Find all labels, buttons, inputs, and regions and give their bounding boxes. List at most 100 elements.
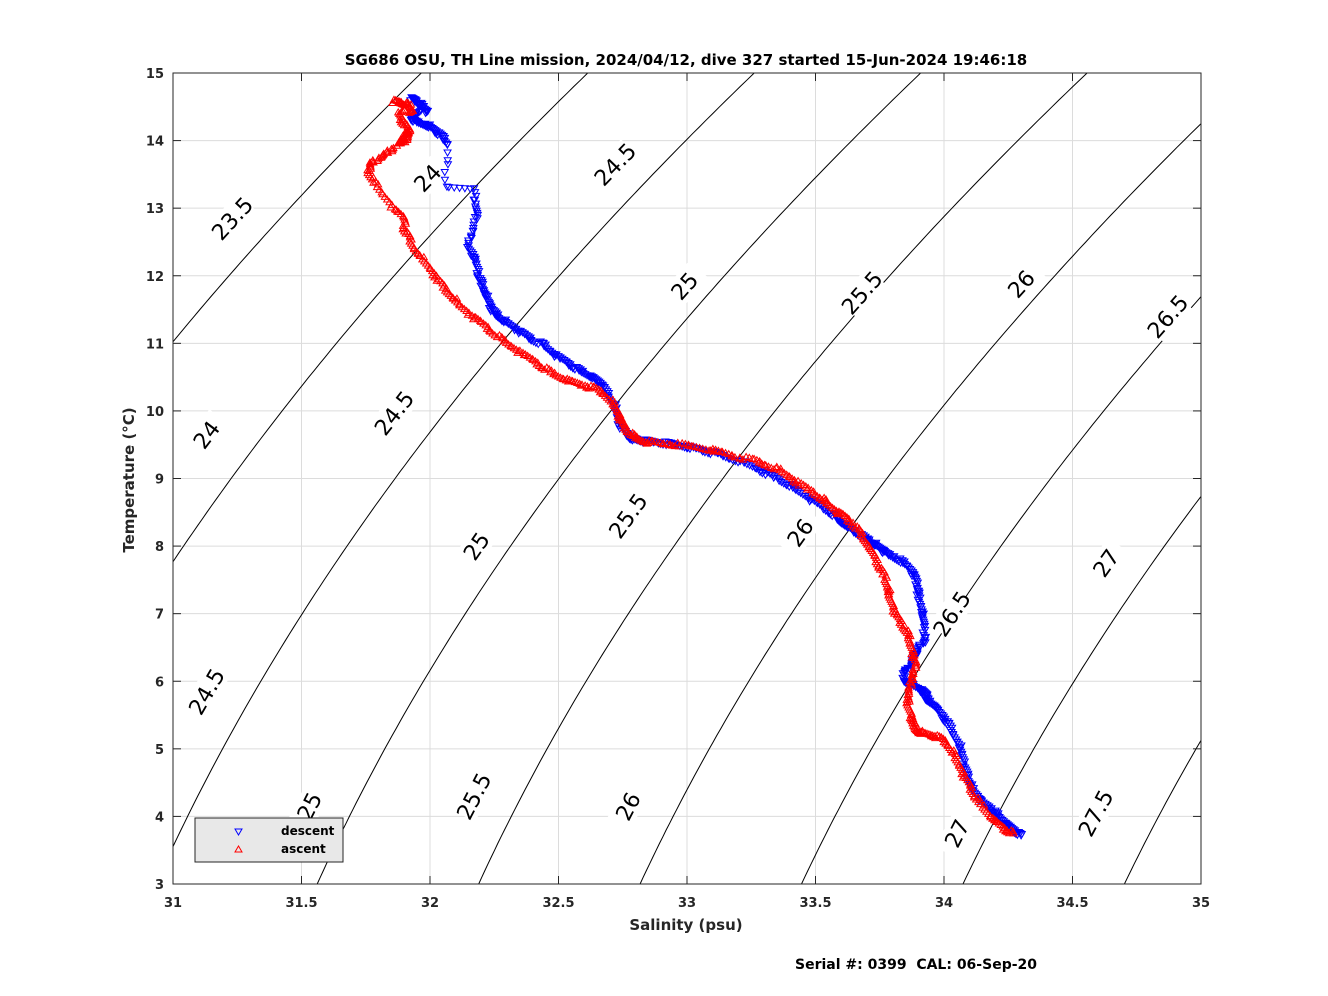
descent-marker	[917, 612, 927, 620]
descent-marker	[469, 185, 479, 193]
ascent-marker	[904, 683, 913, 691]
ascent-marker	[922, 729, 932, 737]
descent-marker	[604, 389, 614, 398]
contour-label-background	[996, 258, 1046, 309]
ascent-marker	[415, 251, 425, 259]
x-tick-label: 32	[421, 896, 439, 911]
descent-marker	[470, 196, 480, 205]
descent-marker	[992, 809, 1002, 817]
y-tick-label: 15	[146, 67, 164, 82]
descent-marker	[1001, 820, 1011, 828]
y-tick-label: 12	[146, 270, 164, 285]
ascent-marker	[632, 434, 642, 442]
ascent-marker	[373, 156, 382, 164]
density-contour	[173, 73, 755, 848]
descent-marker	[474, 268, 484, 276]
descent-marker	[455, 184, 464, 193]
contour-label-background	[1073, 787, 1118, 839]
ascent-marker	[986, 812, 995, 821]
ascent-marker	[911, 659, 921, 667]
ascent-marker	[975, 799, 985, 808]
ascent-marker	[842, 513, 852, 521]
legend-ascent-marker	[234, 845, 243, 853]
x-axis-label: Salinity (psu)	[629, 916, 742, 934]
descent-marker	[440, 169, 450, 177]
descent-marker	[890, 555, 899, 564]
contour-label-background	[1082, 537, 1130, 589]
legend-descent-marker	[234, 828, 243, 836]
y-tick-label: 13	[146, 202, 164, 217]
y-tick-label: 4	[155, 810, 164, 825]
contour-label-background	[1143, 291, 1192, 342]
axis-ticks	[172, 72, 1202, 885]
ascent-marker	[400, 217, 410, 225]
descent-marker	[463, 237, 473, 245]
contour-label-background	[452, 770, 496, 822]
ascent-marker	[904, 626, 913, 634]
ascent-marker	[387, 144, 396, 153]
descent-marker	[432, 128, 442, 136]
descent-marker	[440, 176, 450, 185]
ascent-marker	[794, 481, 804, 489]
ascent-marker	[908, 673, 917, 681]
ascent-marker	[730, 452, 740, 461]
descent-marker	[918, 616, 928, 625]
descent-marker	[443, 157, 453, 165]
ascent-marker	[398, 133, 408, 142]
ascent-marker	[842, 516, 852, 524]
descent-marker	[543, 346, 553, 354]
ascent-marker	[822, 498, 832, 507]
descent-marker	[782, 482, 792, 490]
x-tick-label: 34	[935, 896, 953, 911]
density-contour	[800, 295, 1201, 884]
ascent-marker	[403, 128, 413, 136]
ascent-marker	[363, 165, 372, 174]
ascent-marker	[407, 106, 417, 114]
ascent-marker	[992, 817, 1002, 825]
y-tick-label: 6	[155, 675, 164, 690]
ascent-marker	[932, 730, 942, 739]
descent-marker	[889, 553, 899, 561]
x-tick-label: 33.5	[799, 896, 831, 911]
density-contour	[478, 73, 1088, 884]
y-tick-label: 5	[155, 743, 164, 758]
descent-marker	[568, 365, 578, 373]
ascent-marker	[930, 731, 940, 740]
contour-label-background	[207, 193, 257, 244]
ascent-marker	[432, 276, 442, 284]
ascent-marker	[369, 178, 378, 186]
ascent-marker	[1008, 827, 1018, 835]
ascent-marker	[468, 314, 478, 323]
x-tick-label: 33	[678, 896, 696, 911]
legend-ascent-label: ascent	[281, 842, 326, 856]
y-tick-label: 11	[146, 337, 164, 352]
descent-marker	[460, 185, 470, 193]
ascent-marker	[546, 367, 555, 376]
descent-marker	[443, 161, 453, 169]
x-tick-label: 31	[164, 896, 182, 911]
ascent-marker	[940, 736, 950, 744]
descent-marker	[564, 360, 573, 368]
ascent-marker	[994, 818, 1004, 827]
ascent-marker	[1009, 828, 1018, 837]
ascent-marker	[791, 478, 801, 487]
ascent-marker	[937, 732, 946, 741]
density-contour	[639, 122, 1201, 884]
ascent-marker	[929, 732, 938, 741]
ascent-marker	[638, 437, 648, 445]
y-tick-label: 3	[155, 878, 164, 893]
contour-label-background	[590, 139, 640, 190]
descent-marker	[464, 239, 473, 248]
descent-marker	[987, 805, 996, 813]
ascent-marker	[1001, 826, 1010, 835]
x-tick-label: 34.5	[1056, 896, 1088, 911]
ascent-marker	[492, 332, 502, 341]
x-tick-label: 31.5	[285, 896, 317, 911]
ascent-marker	[628, 428, 638, 436]
ascent-marker	[386, 203, 396, 211]
descent-marker	[825, 511, 835, 519]
descent-marker	[434, 129, 444, 137]
descent-marker	[470, 189, 480, 197]
ascent-marker	[771, 463, 781, 472]
ascent-marker	[918, 727, 928, 736]
